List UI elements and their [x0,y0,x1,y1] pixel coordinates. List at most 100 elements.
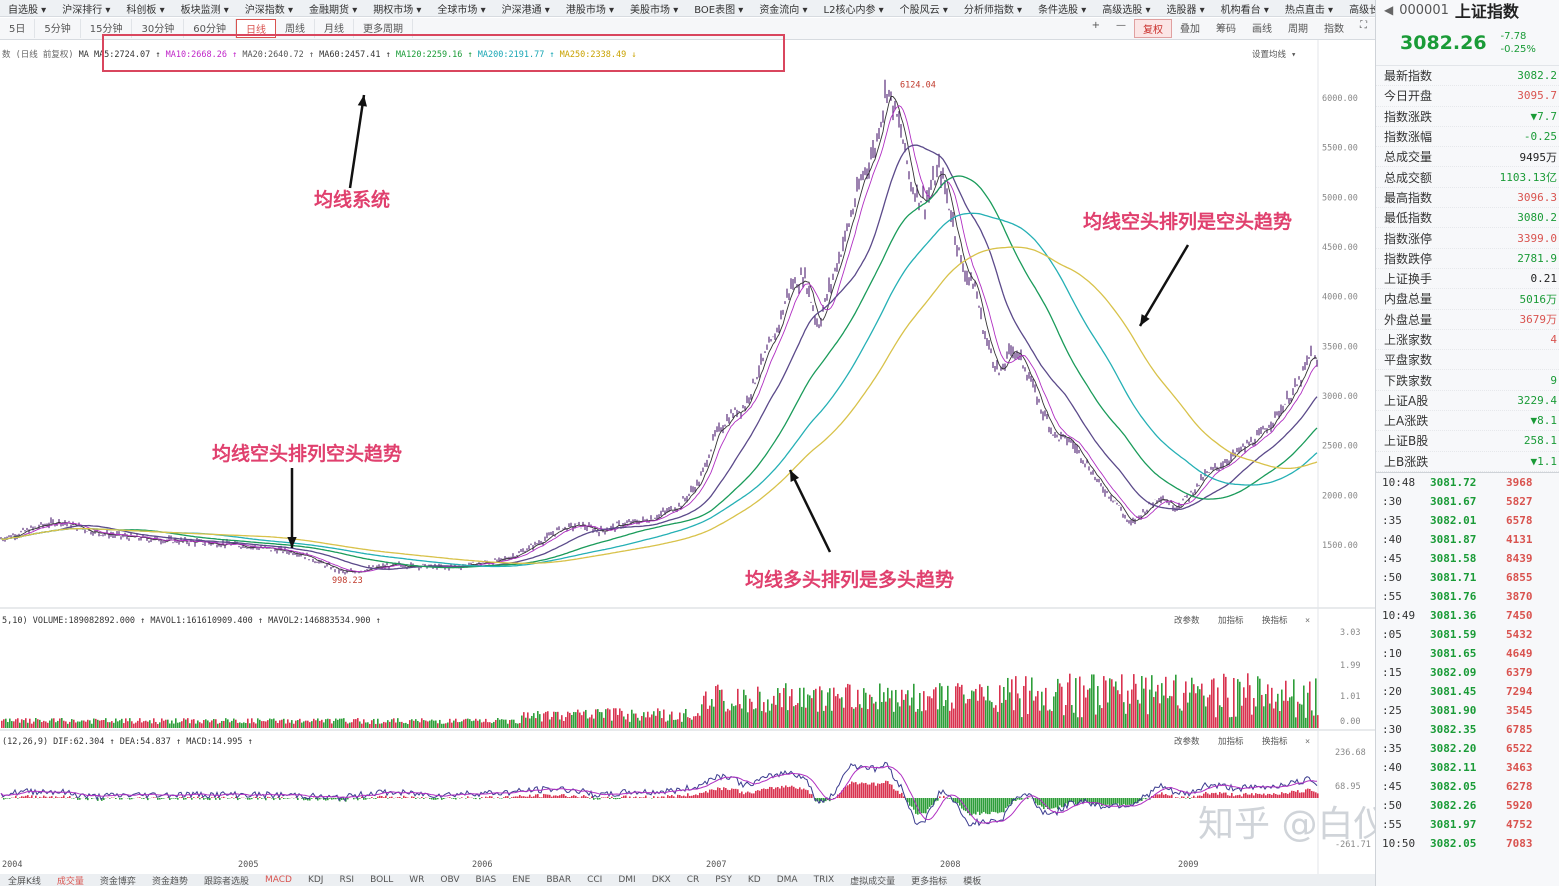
volume-bar [393,718,395,728]
indicator-tab[interactable]: OBV [440,875,460,885]
macd-bar [721,790,723,798]
menu-item[interactable]: 沪深排行 ▾ [62,4,111,16]
macd-bar [685,796,687,798]
volume-bar [217,723,219,728]
menu-item[interactable]: 热点直击 ▾ [1284,4,1334,16]
volume-bar [1243,687,1245,728]
period-tab[interactable]: 日线 [235,19,276,38]
indicator-tab[interactable]: 全屏K线 [8,876,41,886]
ma-line [0,246,1318,564]
indicator-action-button[interactable]: 换指标 [1262,736,1288,747]
indicator-tab[interactable]: 模板 [963,876,982,886]
toolbar-button[interactable]: ⛶ [1360,20,1367,31]
indicator-tab[interactable]: 更多指标 [911,876,948,886]
indicator-action-button[interactable]: 改参数 [1174,736,1200,747]
volume-bar [201,723,203,728]
chart-area[interactable]: 数 (日线 前复权) MA MA5:2724.07 ↑ MA10:2668.26… [0,40,1375,886]
menu-item[interactable]: 选股器 ▾ [1166,4,1205,16]
indicator-tab[interactable]: BBAR [546,875,572,885]
menu-item[interactable]: 高级长线 ▾ [1349,4,1375,16]
ma-settings-button[interactable]: 设置均线 ▾ [1252,49,1296,60]
indicator-tab[interactable]: DMI [618,875,636,885]
indicator-action-button[interactable]: 加指标 [1218,736,1244,747]
macd-bar [565,795,567,798]
volume-bar [97,719,99,728]
period-tab[interactable]: 60分钟 [184,19,236,38]
period-tab[interactable]: 月线 [315,19,354,38]
close-icon[interactable]: × [1305,616,1310,626]
indicator-tab[interactable]: 资金趋势 [151,876,188,886]
indicator-tab[interactable]: KDJ [307,875,324,885]
volume-bar [711,699,713,728]
volume-bar [645,717,647,728]
toolbar-button[interactable]: 画线 [1252,24,1272,35]
indicator-tab[interactable]: ENE [512,875,531,885]
period-tab[interactable]: 5日 [0,19,36,38]
collapse-icon[interactable]: ◀ [1384,3,1394,17]
toolbar-button[interactable]: 周期 [1288,24,1308,35]
indicator-action-button[interactable]: 加指标 [1218,615,1244,626]
macd-bar [481,797,483,798]
macd-bar [763,788,765,798]
macd-bar [1309,788,1311,798]
indicator-tab[interactable]: MACD [264,875,292,885]
stat-row: 总成交量 9495万 [1376,147,1559,168]
indicator-tab[interactable]: BIAS [475,875,497,885]
indicator-tab[interactable]: BOLL [370,875,394,885]
menu-item[interactable]: 板块监测 ▾ [180,4,229,16]
toolbar-button[interactable]: 筹码 [1216,24,1236,35]
toolbar-button[interactable]: 复权 [1134,19,1172,38]
toolbar-button[interactable]: — [1116,20,1126,31]
indicator-action-button[interactable]: 改参数 [1174,615,1200,626]
menu-item[interactable]: 期权市场 ▾ [373,4,422,16]
close-icon[interactable]: × [1305,737,1310,747]
period-tab[interactable]: 30分钟 [132,19,185,38]
period-tab[interactable]: 周线 [276,19,315,38]
indicator-tab[interactable]: WR [409,875,425,885]
toolbar-button[interactable]: + [1091,20,1100,31]
menu-item[interactable]: BOE表图 ▾ [694,4,744,16]
indicator-tab[interactable]: PSY [715,875,732,885]
tick-volume: 5827 [1506,494,1533,508]
indicator-tab[interactable]: 跟踪者选股 [203,876,249,886]
menu-item[interactable]: L2核心内参 ▾ [823,4,884,16]
menu-item[interactable]: 沪深港通 ▾ [501,4,550,16]
menu-item[interactable]: 全球市场 ▾ [437,4,486,16]
toolbar-button[interactable]: 叠加 [1180,24,1200,35]
toolbar-button[interactable]: 指数 [1324,24,1344,35]
menu-item[interactable]: 资金流向 ▾ [759,4,808,16]
menu-item[interactable]: 条件选股 ▾ [1038,4,1087,16]
indicator-tab[interactable]: CCI [587,875,603,885]
indicator-tab[interactable]: CR [686,875,700,885]
indicator-tab[interactable]: TRIX [813,875,835,885]
menu-item[interactable]: 美股市场 ▾ [630,4,679,16]
macd-bar [1097,798,1099,804]
menu-item[interactable]: 个股风云 ▾ [899,4,948,16]
menu-item[interactable]: 高级选股 ▾ [1102,4,1151,16]
menu-item[interactable]: 金融期货 ▾ [309,4,358,16]
indicator-tab[interactable]: 资金博弈 [99,876,136,886]
menu-item[interactable]: 港股市场 ▾ [565,4,615,16]
menu-item[interactable]: 科创板 ▾ [126,4,165,16]
menu-item[interactable]: 分析师指数 ▾ [963,4,1023,16]
tick-list[interactable]: 10:48 3081.72 3968:30 3081.67 5827:35 3082.01… [1376,473,1559,853]
volume-bar [429,720,431,728]
macd-bar [397,797,399,798]
indicator-tab[interactable]: DMA [776,875,798,885]
indicator-action-button[interactable]: 换指标 [1262,615,1288,626]
volume-bar [889,698,891,728]
menu-item[interactable]: 机构看台 ▾ [1220,4,1269,16]
period-tab[interactable]: 更多周期 [354,19,413,38]
period-tab[interactable]: 15分钟 [81,19,133,38]
menu-item[interactable]: 沪深指数 ▾ [244,4,294,16]
volume-bar [977,700,979,728]
indicator-tab[interactable]: DKX [651,875,671,885]
indicator-tab[interactable]: RSI [339,875,355,885]
period-tab[interactable]: 5分钟 [35,19,81,38]
macd-bar [1171,794,1173,798]
indicator-tab[interactable]: 成交量 [56,876,84,886]
indicator-tab[interactable]: KD [747,875,761,885]
indicator-tab[interactable]: 虚拟成交量 [850,876,896,886]
menu-item[interactable]: 自选股 ▾ [8,4,47,16]
candlestick-chart[interactable]: 数 (日线 前复权) MA MA5:2724.07 ↑ MA10:2668.26… [0,40,1375,874]
